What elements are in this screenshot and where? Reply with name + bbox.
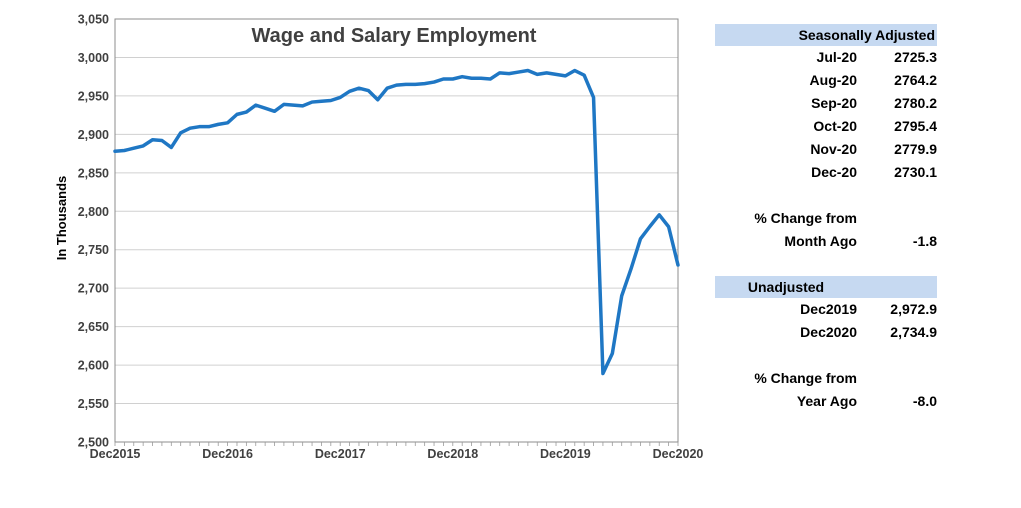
y-tick-label: 2,950 [78,89,109,103]
row-value: 2795.4 [894,118,937,134]
empty-cell [857,207,937,230]
row-label: Dec2019 [800,301,857,317]
x-minor-ticks [114,442,679,446]
year-ago-row: Year Ago -8.0 [715,390,937,413]
pct-change-label-row-2: % Change from [715,367,937,390]
sa-row-oct: Oct-20 2795.4 [715,115,937,138]
sa-row-jul: Jul-20 2725.3 [715,46,937,69]
x-tick-labels: Dec2015 Dec2016 Dec2017 Dec2018 Dec2019 Dec20… [90,447,704,461]
row-value: 2764.2 [894,72,937,88]
y-tick-label: 2,800 [78,205,109,219]
y-tick-label: 2,650 [78,320,109,334]
title-background [222,21,566,51]
spacer [715,344,937,367]
y-axis-title: In Thousands [54,176,69,261]
sa-row-nov: Nov-20 2779.9 [715,138,937,161]
y-tick-label: 2,500 [78,436,109,450]
pct-change-label: % Change from [754,210,857,226]
pct-change-label-row: % Change from [715,207,937,230]
summary-panel: Seasonally Adjusted Jul-20 2725.3 Aug-20 2… [715,24,937,413]
sa-row-dec: Dec-20 2730.1 [715,161,937,184]
row-value: 2725.3 [894,49,937,65]
spacer [715,184,937,207]
chart-title: Wage and Salary Employment [252,25,537,47]
x-tick-label: Dec2019 [540,447,591,461]
row-value: 2780.2 [894,95,937,111]
row-label: Oct-20 [813,118,857,134]
month-ago-value: -1.8 [912,233,937,249]
row-value: 2,972.9 [890,301,937,317]
y-tick-label: 3,000 [78,51,109,65]
x-tick-label: Dec2016 [202,447,253,461]
y-tick-label: 2,850 [78,166,109,180]
unadjusted-header: Unadjusted [715,276,937,298]
gridlines [115,18,678,443]
y-tick-label: 2,600 [78,359,109,373]
employment-chart: 2,500 2,550 2,600 2,650 2,700 2,750 2,800 2,850… [54,13,704,462]
x-tick-label: Dec2017 [315,447,366,461]
sa-row-aug: Aug-20 2764.2 [715,69,937,92]
y-tick-label: 2,550 [78,397,109,411]
x-tick-label: Dec2020 [653,447,704,461]
empty-cell [857,367,937,390]
row-label: Aug-20 [809,72,857,88]
row-value: 2,734.9 [890,324,937,340]
row-label: Jul-20 [816,49,857,65]
x-tick-label: Dec2018 [427,447,478,461]
row-label: Dec-20 [811,164,857,180]
plot-area-border [114,18,679,443]
row-label: Dec2020 [800,324,857,340]
y-tick-label: 2,900 [78,128,109,142]
unadj-row-dec2019: Dec2019 2,972.9 [715,298,937,321]
row-value: 2779.9 [894,141,937,157]
row-label: Nov-20 [810,141,857,157]
seasonally-adjusted-rows: Jul-20 2725.3 Aug-20 2764.2 Sep-20 2780.2 O… [715,46,937,184]
seasonally-adjusted-header: Seasonally Adjusted [715,24,937,46]
x-tick-label: Dec2015 [90,447,141,461]
row-label: Sep-20 [811,95,857,111]
y-tick-labels: 2,500 2,550 2,600 2,650 2,700 2,750 2,800 2,850… [78,13,109,450]
year-ago-label: Year Ago [796,393,857,409]
pct-change-label: % Change from [754,370,857,386]
y-tick-label: 3,050 [78,13,109,27]
spacer [715,253,937,276]
sa-row-sep: Sep-20 2780.2 [715,92,937,115]
row-value: 2730.1 [894,164,937,180]
year-ago-value: -8.0 [912,393,937,409]
series-line-wage-salary [113,68,680,376]
unadj-row-dec2020: Dec2020 2,734.9 [715,321,937,344]
month-ago-label: Month Ago [784,233,857,249]
y-tick-label: 2,700 [78,282,109,296]
y-tick-label: 2,750 [78,243,109,257]
month-ago-row: Month Ago -1.8 [715,230,937,253]
